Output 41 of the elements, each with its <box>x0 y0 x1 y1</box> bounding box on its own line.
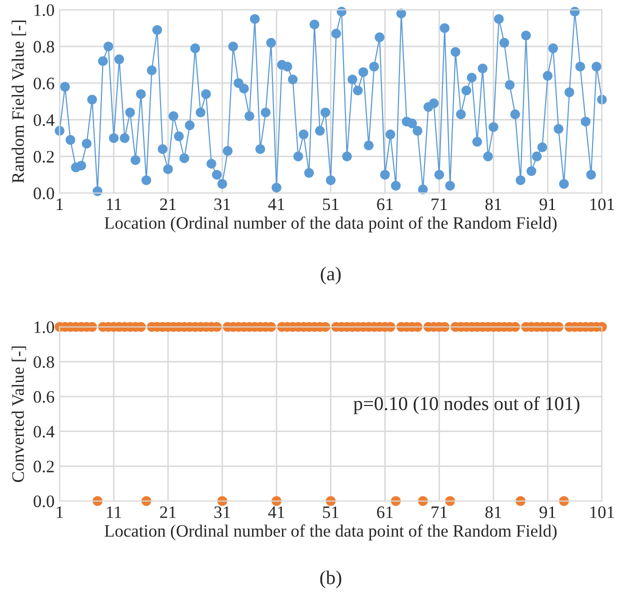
x-tick-label: 31 <box>214 198 230 210</box>
y-tick-label: 0.0 <box>34 496 54 508</box>
text: (a) <box>320 266 341 284</box>
x-tick-label: 21 <box>160 506 176 518</box>
x-tick-label: 91 <box>540 506 556 518</box>
x-tick-label: 11 <box>106 506 122 518</box>
y-tick-label: 0.8 <box>34 40 54 53</box>
annotation: p=0.10 (10 nodes out of 101) <box>354 396 580 414</box>
x-tick-label: 41 <box>268 198 284 210</box>
x-tick-label: 101 <box>590 198 614 210</box>
x-tick-label: 91 <box>540 198 556 210</box>
x-axis-title: Location (Ordinal number of the data point of the Random Field) <box>104 216 557 232</box>
x-tick-label: 81 <box>485 506 502 518</box>
x-tick-label: 41 <box>268 506 284 518</box>
y-axis-title: Converted Value [-] <box>12 346 26 482</box>
x-tick-label: 61 <box>377 198 393 210</box>
y-tick-label: 0.0 <box>34 188 54 200</box>
y-tick-label: 0.6 <box>34 78 54 90</box>
y-tick-label: 1.0 <box>34 321 54 334</box>
x-axis-title: Location (Ordinal number of the data point of the Random Field) <box>104 524 557 540</box>
x-tick-label: 71 <box>432 198 447 210</box>
x-tick-label: 51 <box>323 198 338 210</box>
x-tick-label: 71 <box>432 506 447 518</box>
x-tick-label: 21 <box>160 198 176 210</box>
y-tick-label: 0.4 <box>34 114 54 126</box>
x-tick-label: 101 <box>590 506 614 518</box>
x-tick-label: 1 <box>56 198 63 210</box>
x-tick-label: 81 <box>485 198 502 210</box>
y-tick-label: 0.2 <box>34 460 54 472</box>
text: (b) <box>320 570 342 588</box>
x-tick-label: 11 <box>106 198 122 210</box>
y-tick-label: 0.6 <box>34 391 54 403</box>
x-tick-label: 51 <box>323 506 338 518</box>
y-tick-label: 1.0 <box>34 4 54 16</box>
x-tick-label: 1 <box>56 506 63 518</box>
y-axis-title: Random Field Value [-] <box>12 20 26 183</box>
y-tick-label: 0.8 <box>34 356 54 368</box>
y-tick-label: 0.4 <box>34 426 54 438</box>
y-tick-label: 0.2 <box>34 150 54 163</box>
x-tick-label: 31 <box>214 506 230 518</box>
x-tick-label: 61 <box>377 506 393 518</box>
